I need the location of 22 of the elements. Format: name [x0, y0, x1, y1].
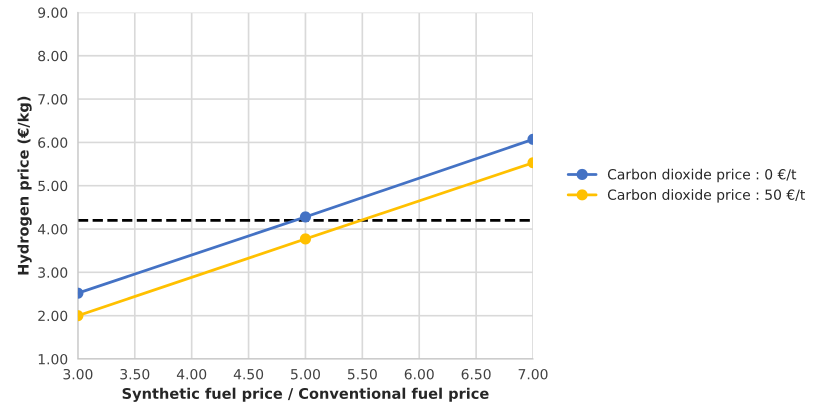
y-tick-label: 5.00 [38, 180, 68, 192]
x-tick-label: 6.00 [404, 368, 434, 380]
legend-label: Carbon dioxide price : 50 €/t [608, 189, 805, 203]
y-tick-label: 8.00 [38, 50, 68, 62]
x-tick-label: 5.50 [348, 368, 377, 380]
x-tick-label: 6.50 [462, 368, 491, 380]
y-tick-label: 9.00 [38, 7, 68, 18]
y-tick-label: 1.00 [38, 354, 68, 364]
y-tick-label: 3.00 [38, 267, 68, 278]
x-tick-label: 3.00 [63, 368, 92, 380]
x-tick-label: 4.50 [234, 368, 264, 380]
y-tick-label: 4.00 [38, 224, 68, 234]
legend-label: Carbon dioxide price : 0 €/t [608, 168, 796, 182]
y-tick-label: 7.00 [38, 94, 68, 105]
x-tick-label: 4.00 [176, 368, 206, 380]
x-tick-label: 5.00 [291, 368, 320, 380]
x-axis-title: Synthetic fuel price / Conventional fuel price [122, 388, 489, 402]
y-tick-label: 6.00 [38, 137, 68, 148]
x-tick-label: 3.50 [120, 368, 150, 380]
x-tick-label: 7.00 [518, 368, 548, 380]
y-tick-label: 2.00 [38, 310, 68, 322]
y-axis-title: Hydrogen price (€/kg) [17, 96, 32, 275]
